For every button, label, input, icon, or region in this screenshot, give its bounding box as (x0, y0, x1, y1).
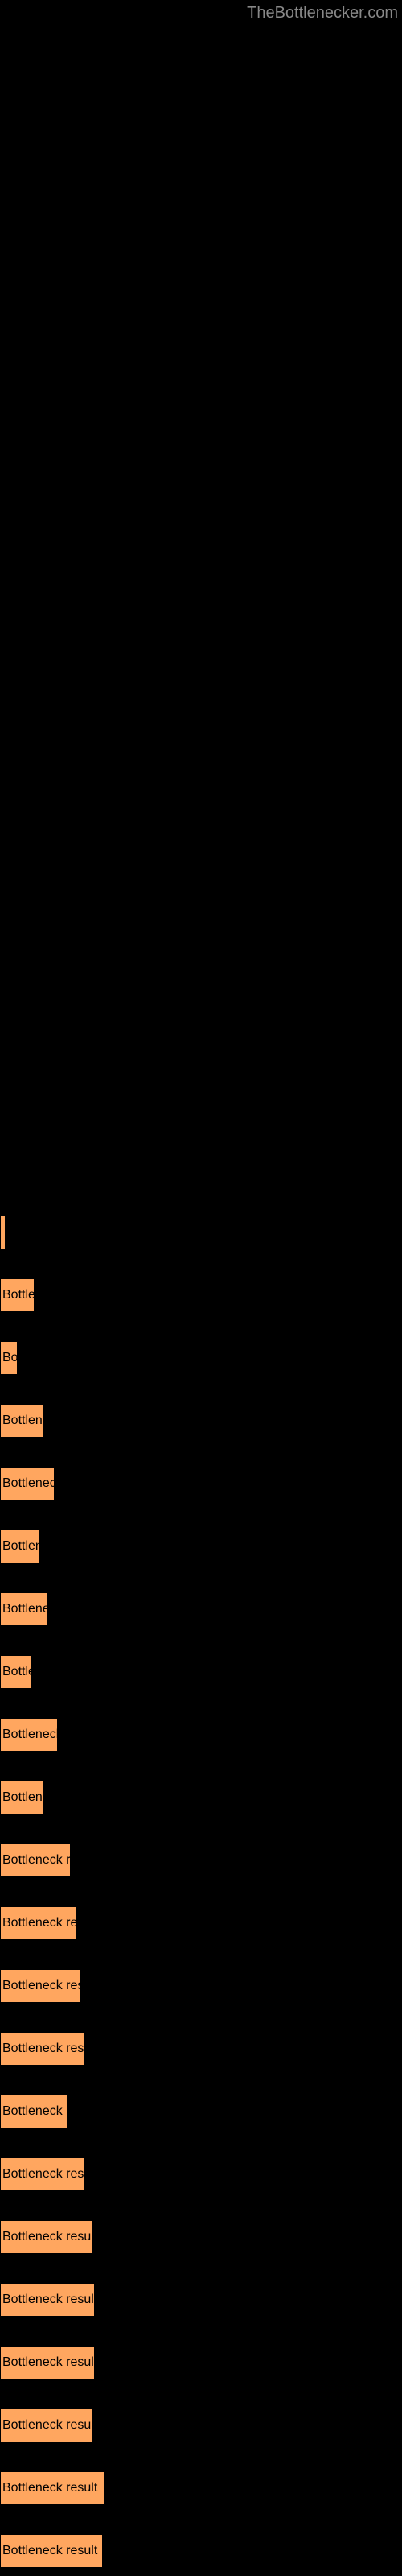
bar: Bottleneck resu (0, 1843, 71, 1877)
bar-row: Bottleneck result (0, 2471, 105, 2505)
bar (0, 1216, 6, 1249)
bar-row: Bottleneck result (0, 2157, 84, 2191)
bar: Bottleneck result (0, 2471, 105, 2505)
bar: Bottleneck result (0, 1969, 80, 2003)
bar-row: Bottleneck res (0, 2095, 68, 2128)
bar-row: Bottleneck result (0, 1969, 80, 2003)
bar-row: Bottleneck (0, 1467, 55, 1501)
bar-row: Bottleneck result (0, 2534, 103, 2568)
bar-row: Bottlene (0, 1404, 43, 1438)
bar-row: Bottleneck resu (0, 1843, 71, 1877)
bar: Bottleneck result (0, 2534, 103, 2568)
bar: Bottleneck result (0, 2220, 92, 2254)
bar: Bottle (0, 1278, 35, 1312)
bar-row (0, 1216, 6, 1249)
bar: Bottleneck result (0, 2409, 93, 2442)
bar: Bottleneck result (0, 2157, 84, 2191)
bar-row: Bottlen (0, 1530, 39, 1563)
bar-row: Bottleneck result (0, 2283, 95, 2317)
bar-row: Bottleneck result (0, 2346, 95, 2380)
watermark: TheBottlenecker.com (247, 4, 398, 23)
bar: Bottleneck (0, 1718, 58, 1752)
bar-row: Bottleneck result (0, 2409, 93, 2442)
bar: Bottlenec (0, 1592, 48, 1626)
bar-row: Bottlenec (0, 1592, 48, 1626)
bar-row: Bottle (0, 1278, 35, 1312)
bar: Bottleneck result (0, 2283, 95, 2317)
bar-row: Bottleneck result (0, 2220, 92, 2254)
bar: Bottleneck res (0, 2095, 68, 2128)
bar: Bottleneck (0, 1467, 55, 1501)
bar-row: Bottlene (0, 1781, 44, 1814)
bar: Bottlene (0, 1404, 43, 1438)
bar-row: Bottleneck (0, 1718, 58, 1752)
bar-row: Bo (0, 1341, 18, 1375)
bar: Bottle (0, 1655, 32, 1689)
bar: Bottlen (0, 1530, 39, 1563)
bar: Bottleneck result (0, 1906, 76, 1940)
bar-row: Bottleneck result (0, 2032, 85, 2066)
bar: Bottleneck result (0, 2346, 95, 2380)
bar: Bo (0, 1341, 18, 1375)
bar-row: Bottle (0, 1655, 32, 1689)
bar: Bottlene (0, 1781, 44, 1814)
bar: Bottleneck result (0, 2032, 85, 2066)
bar-row: Bottleneck result (0, 1906, 76, 1940)
